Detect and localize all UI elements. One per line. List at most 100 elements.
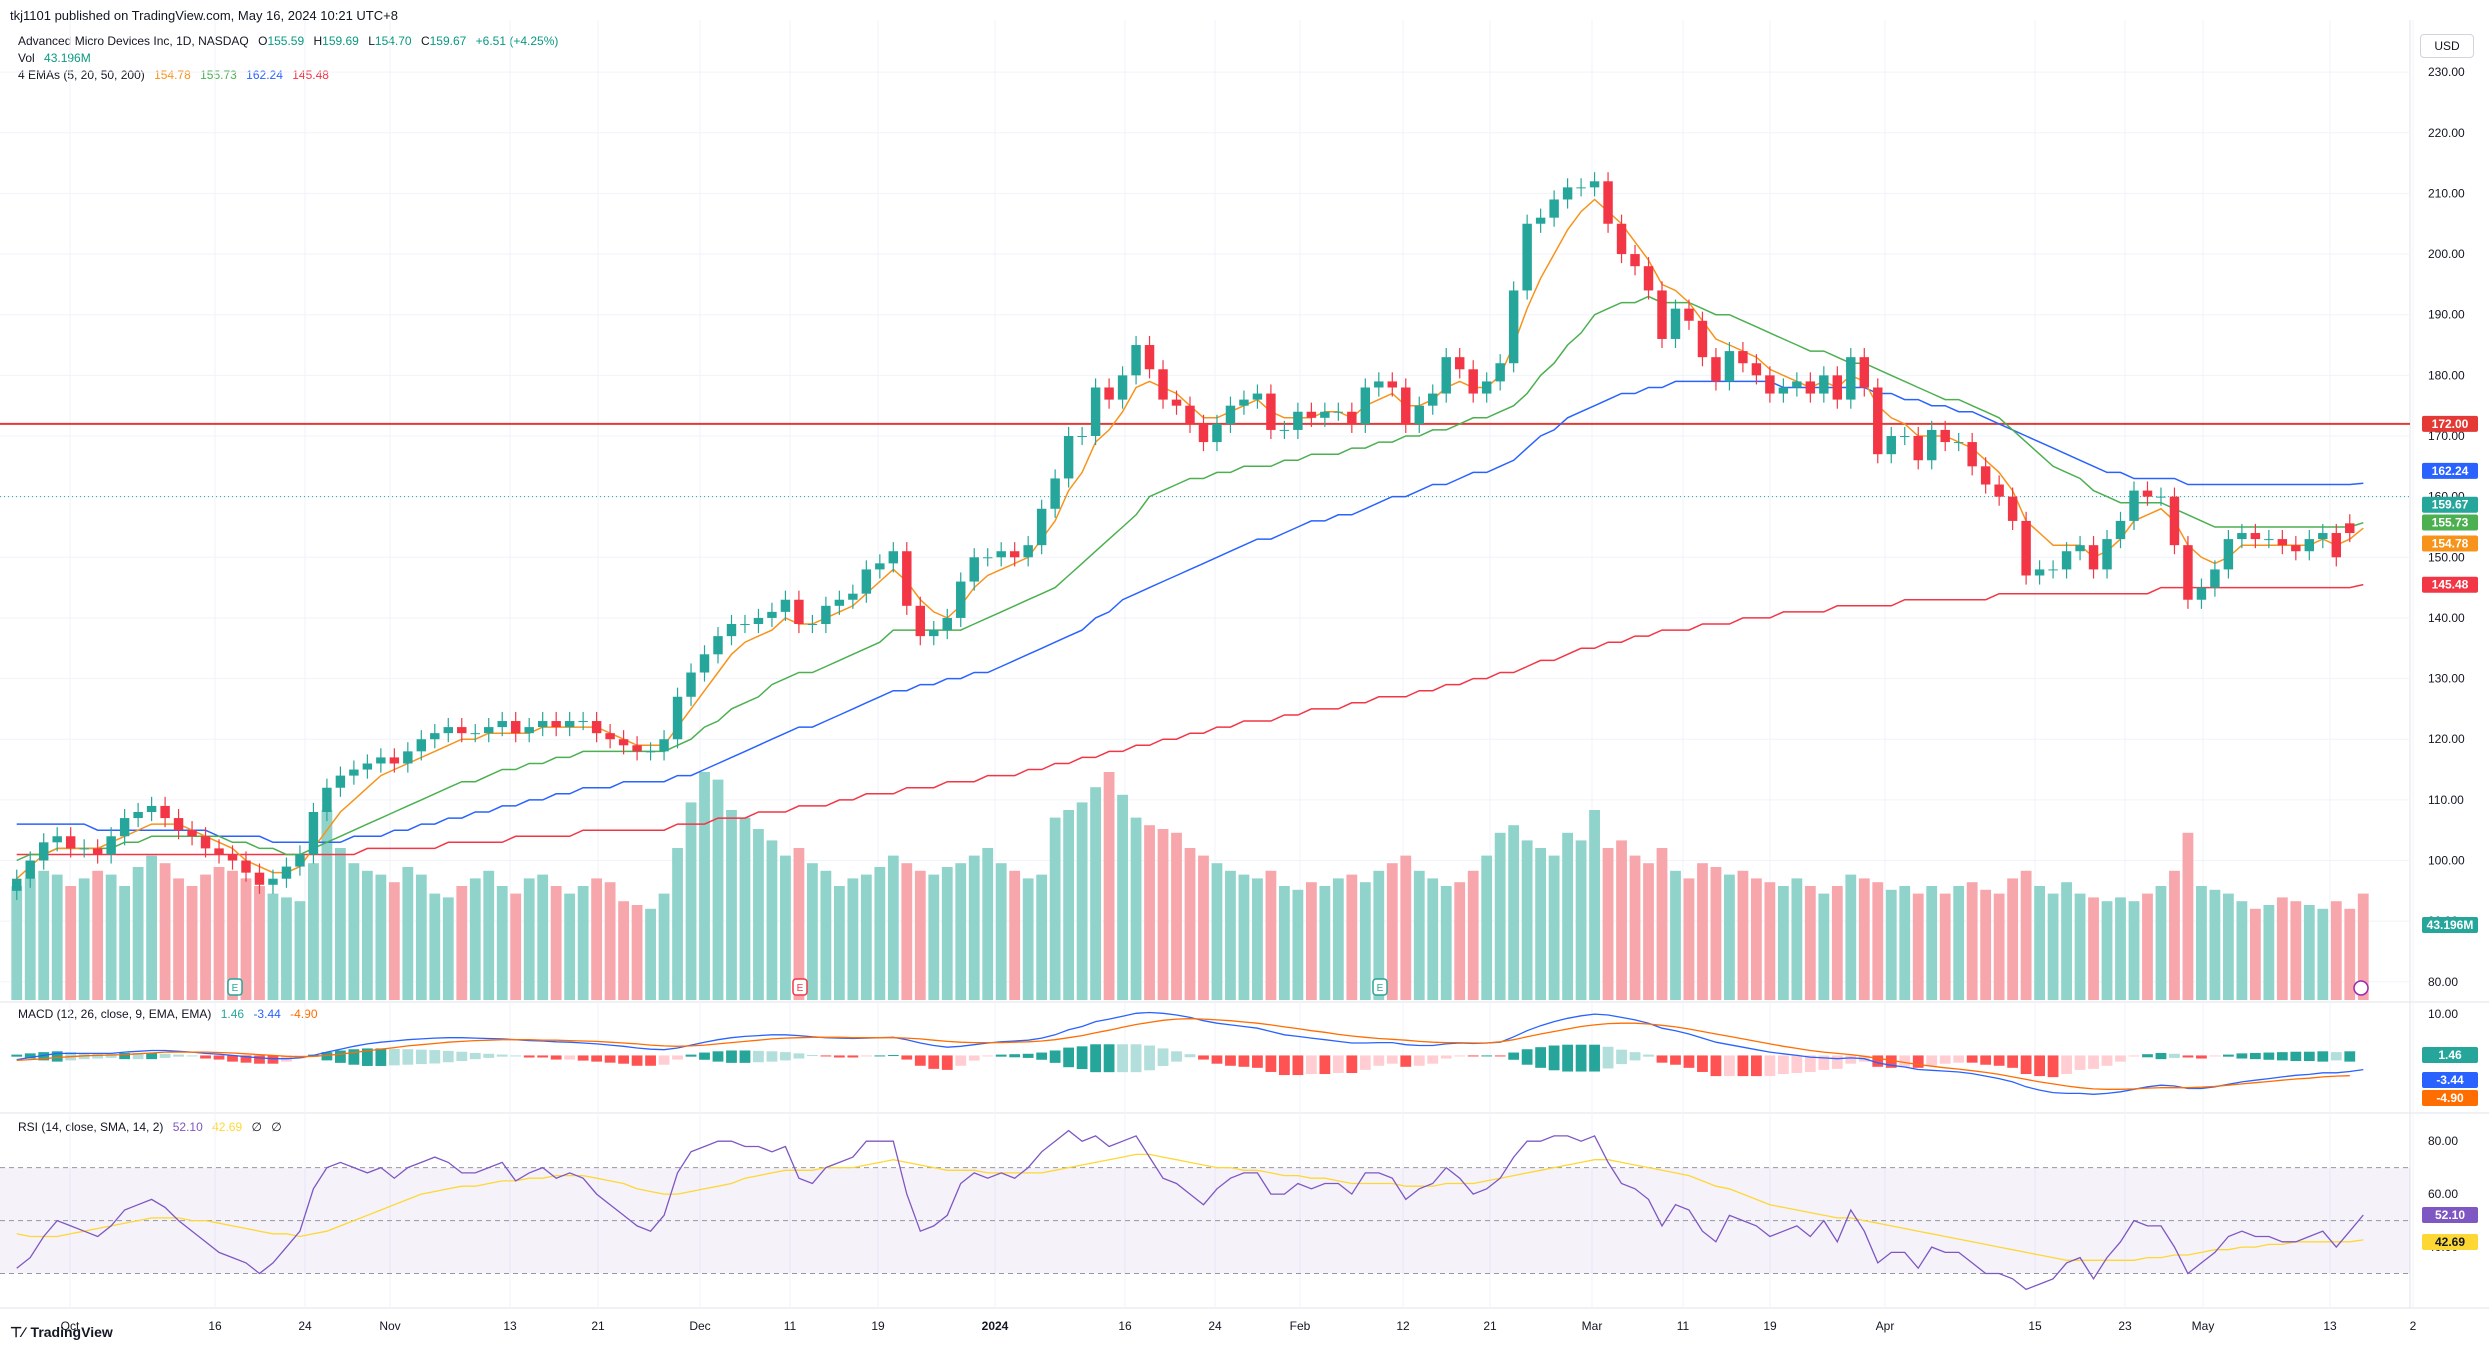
candle-body xyxy=(295,854,305,867)
volume-bar xyxy=(928,874,940,1000)
volume-bar xyxy=(591,878,603,1000)
ema5-value: 154.78 xyxy=(154,68,191,82)
volume-bar xyxy=(793,848,805,1000)
candle-body xyxy=(1873,387,1883,455)
earnings-marker-label: E xyxy=(232,983,239,994)
volume-bar xyxy=(1076,802,1088,1000)
rsi-legend: RSI (14, close, SMA, 14, 2) 52.10 42.69 … xyxy=(18,1120,288,1134)
macd-tick-label: 10.00 xyxy=(2428,1007,2458,1021)
macd-histogram-bar xyxy=(1562,1044,1573,1072)
close-price-label-bg xyxy=(2422,496,2478,513)
macd-histogram-bar xyxy=(1885,1055,1897,1068)
macd-histogram-bar xyxy=(658,1055,670,1065)
time-tick-label: 21 xyxy=(1483,1319,1497,1333)
candle-body xyxy=(335,775,346,788)
candle-body xyxy=(79,848,89,850)
candle-body xyxy=(1562,187,1573,200)
volume-bar xyxy=(1400,855,1412,1000)
candle-body xyxy=(376,757,386,764)
macd-histogram-bar xyxy=(1359,1055,1371,1070)
candle-body xyxy=(2331,533,2342,558)
macd-histogram-bar xyxy=(1211,1055,1223,1064)
macd-histogram-bar xyxy=(483,1053,495,1058)
volume-bar xyxy=(105,874,117,1000)
volume-bar xyxy=(1494,832,1506,1000)
candle-body xyxy=(1508,290,1519,364)
volume-bar xyxy=(968,855,980,1000)
macd-histogram-bar xyxy=(793,1053,805,1059)
macd-histogram-bar xyxy=(429,1050,441,1064)
candle-body xyxy=(2142,490,2153,497)
volume-bar xyxy=(699,772,710,1000)
candle-body xyxy=(403,751,413,764)
candle-body xyxy=(1347,411,1357,424)
macd-histogram-bar xyxy=(2007,1055,2019,1068)
volume-bar xyxy=(1467,870,1479,1000)
volume-bar xyxy=(1966,882,1978,1000)
open-value: 155.59 xyxy=(267,34,305,48)
candle-body xyxy=(2291,545,2301,552)
candle-body xyxy=(1468,369,1478,394)
macd-histogram-bar xyxy=(469,1052,481,1060)
macd-histogram-bar xyxy=(1629,1052,1641,1061)
time-tick-label: 15 xyxy=(2028,1319,2042,1333)
macd-histogram-bar xyxy=(941,1055,953,1070)
volume-bar xyxy=(1804,886,1816,1000)
price-tick-label: 210.00 xyxy=(2428,186,2465,200)
volume-bar xyxy=(1103,772,1115,1000)
price-tick-label: 150.00 xyxy=(2428,550,2465,564)
macd-histogram-bar xyxy=(2182,1055,2194,1058)
volume-bar xyxy=(712,779,724,1000)
macd-legend: MACD (12, 26, close, 9, EMA, EMA) 1.46 -… xyxy=(18,1007,324,1021)
candle-body xyxy=(537,721,548,728)
earnings-marker-label: E xyxy=(797,983,804,994)
volume-bar xyxy=(1710,867,1722,1000)
macd-histogram-bar xyxy=(1535,1047,1547,1068)
candle-body xyxy=(254,872,265,885)
macd-histogram-bar xyxy=(2142,1054,2153,1058)
ema-label: 4 EMAs (5, 20, 50, 200) xyxy=(18,68,145,82)
volume-bar xyxy=(1697,863,1708,1000)
macd-histogram-bar xyxy=(1777,1055,1789,1075)
flash-marker-icon xyxy=(2353,980,2369,996)
volume-bar xyxy=(1575,840,1587,1000)
macd-signal-value: -4.90 xyxy=(290,1007,318,1021)
macd-histogram-bar xyxy=(1090,1044,1101,1073)
macd-histogram-bar xyxy=(699,1052,710,1060)
volume-bar xyxy=(1225,870,1236,1000)
ema-legend: 4 EMAs (5, 20, 50, 200) 154.78 155.73 16… xyxy=(18,68,335,82)
volume-bar xyxy=(1953,886,1965,1000)
volume-bar xyxy=(456,886,468,1000)
candle-body xyxy=(1913,436,1923,461)
currency-button[interactable]: USD xyxy=(2420,34,2474,58)
macd-histogram-bar xyxy=(173,1054,184,1057)
volume-bar xyxy=(2128,901,2140,1000)
volume-bar xyxy=(1683,878,1695,1000)
rsi-extra1: ∅ xyxy=(251,1120,262,1134)
volume-bar xyxy=(685,802,697,1000)
macd-histogram-bar xyxy=(1643,1054,1654,1057)
macd-histogram-bar xyxy=(2115,1055,2126,1062)
macd-histogram-bar xyxy=(1966,1055,1978,1063)
macd-histogram-bar xyxy=(2276,1052,2288,1061)
volume-bar xyxy=(847,878,859,1000)
volume-bar xyxy=(1252,878,1263,1000)
ema50-price-label-bg xyxy=(2422,462,2478,479)
volume-bar xyxy=(564,893,576,1000)
volume-bar xyxy=(1845,874,1857,1000)
volume-bar xyxy=(2236,901,2248,1000)
candle-body xyxy=(1185,405,1195,424)
volume-bar xyxy=(200,874,211,1000)
macd-histogram-bar xyxy=(402,1049,414,1065)
volume-bar xyxy=(645,908,656,1000)
candle-body xyxy=(2021,520,2031,576)
volume-bar xyxy=(1063,810,1075,1000)
candle-body xyxy=(982,557,993,559)
candle-body xyxy=(1279,429,1290,431)
low-value: 154.70 xyxy=(374,34,412,48)
volume-bar xyxy=(321,810,333,1000)
macd-histogram-bar xyxy=(1980,1055,1992,1065)
candle-body xyxy=(1576,187,1586,189)
macd-histogram-bar xyxy=(2061,1055,2072,1075)
